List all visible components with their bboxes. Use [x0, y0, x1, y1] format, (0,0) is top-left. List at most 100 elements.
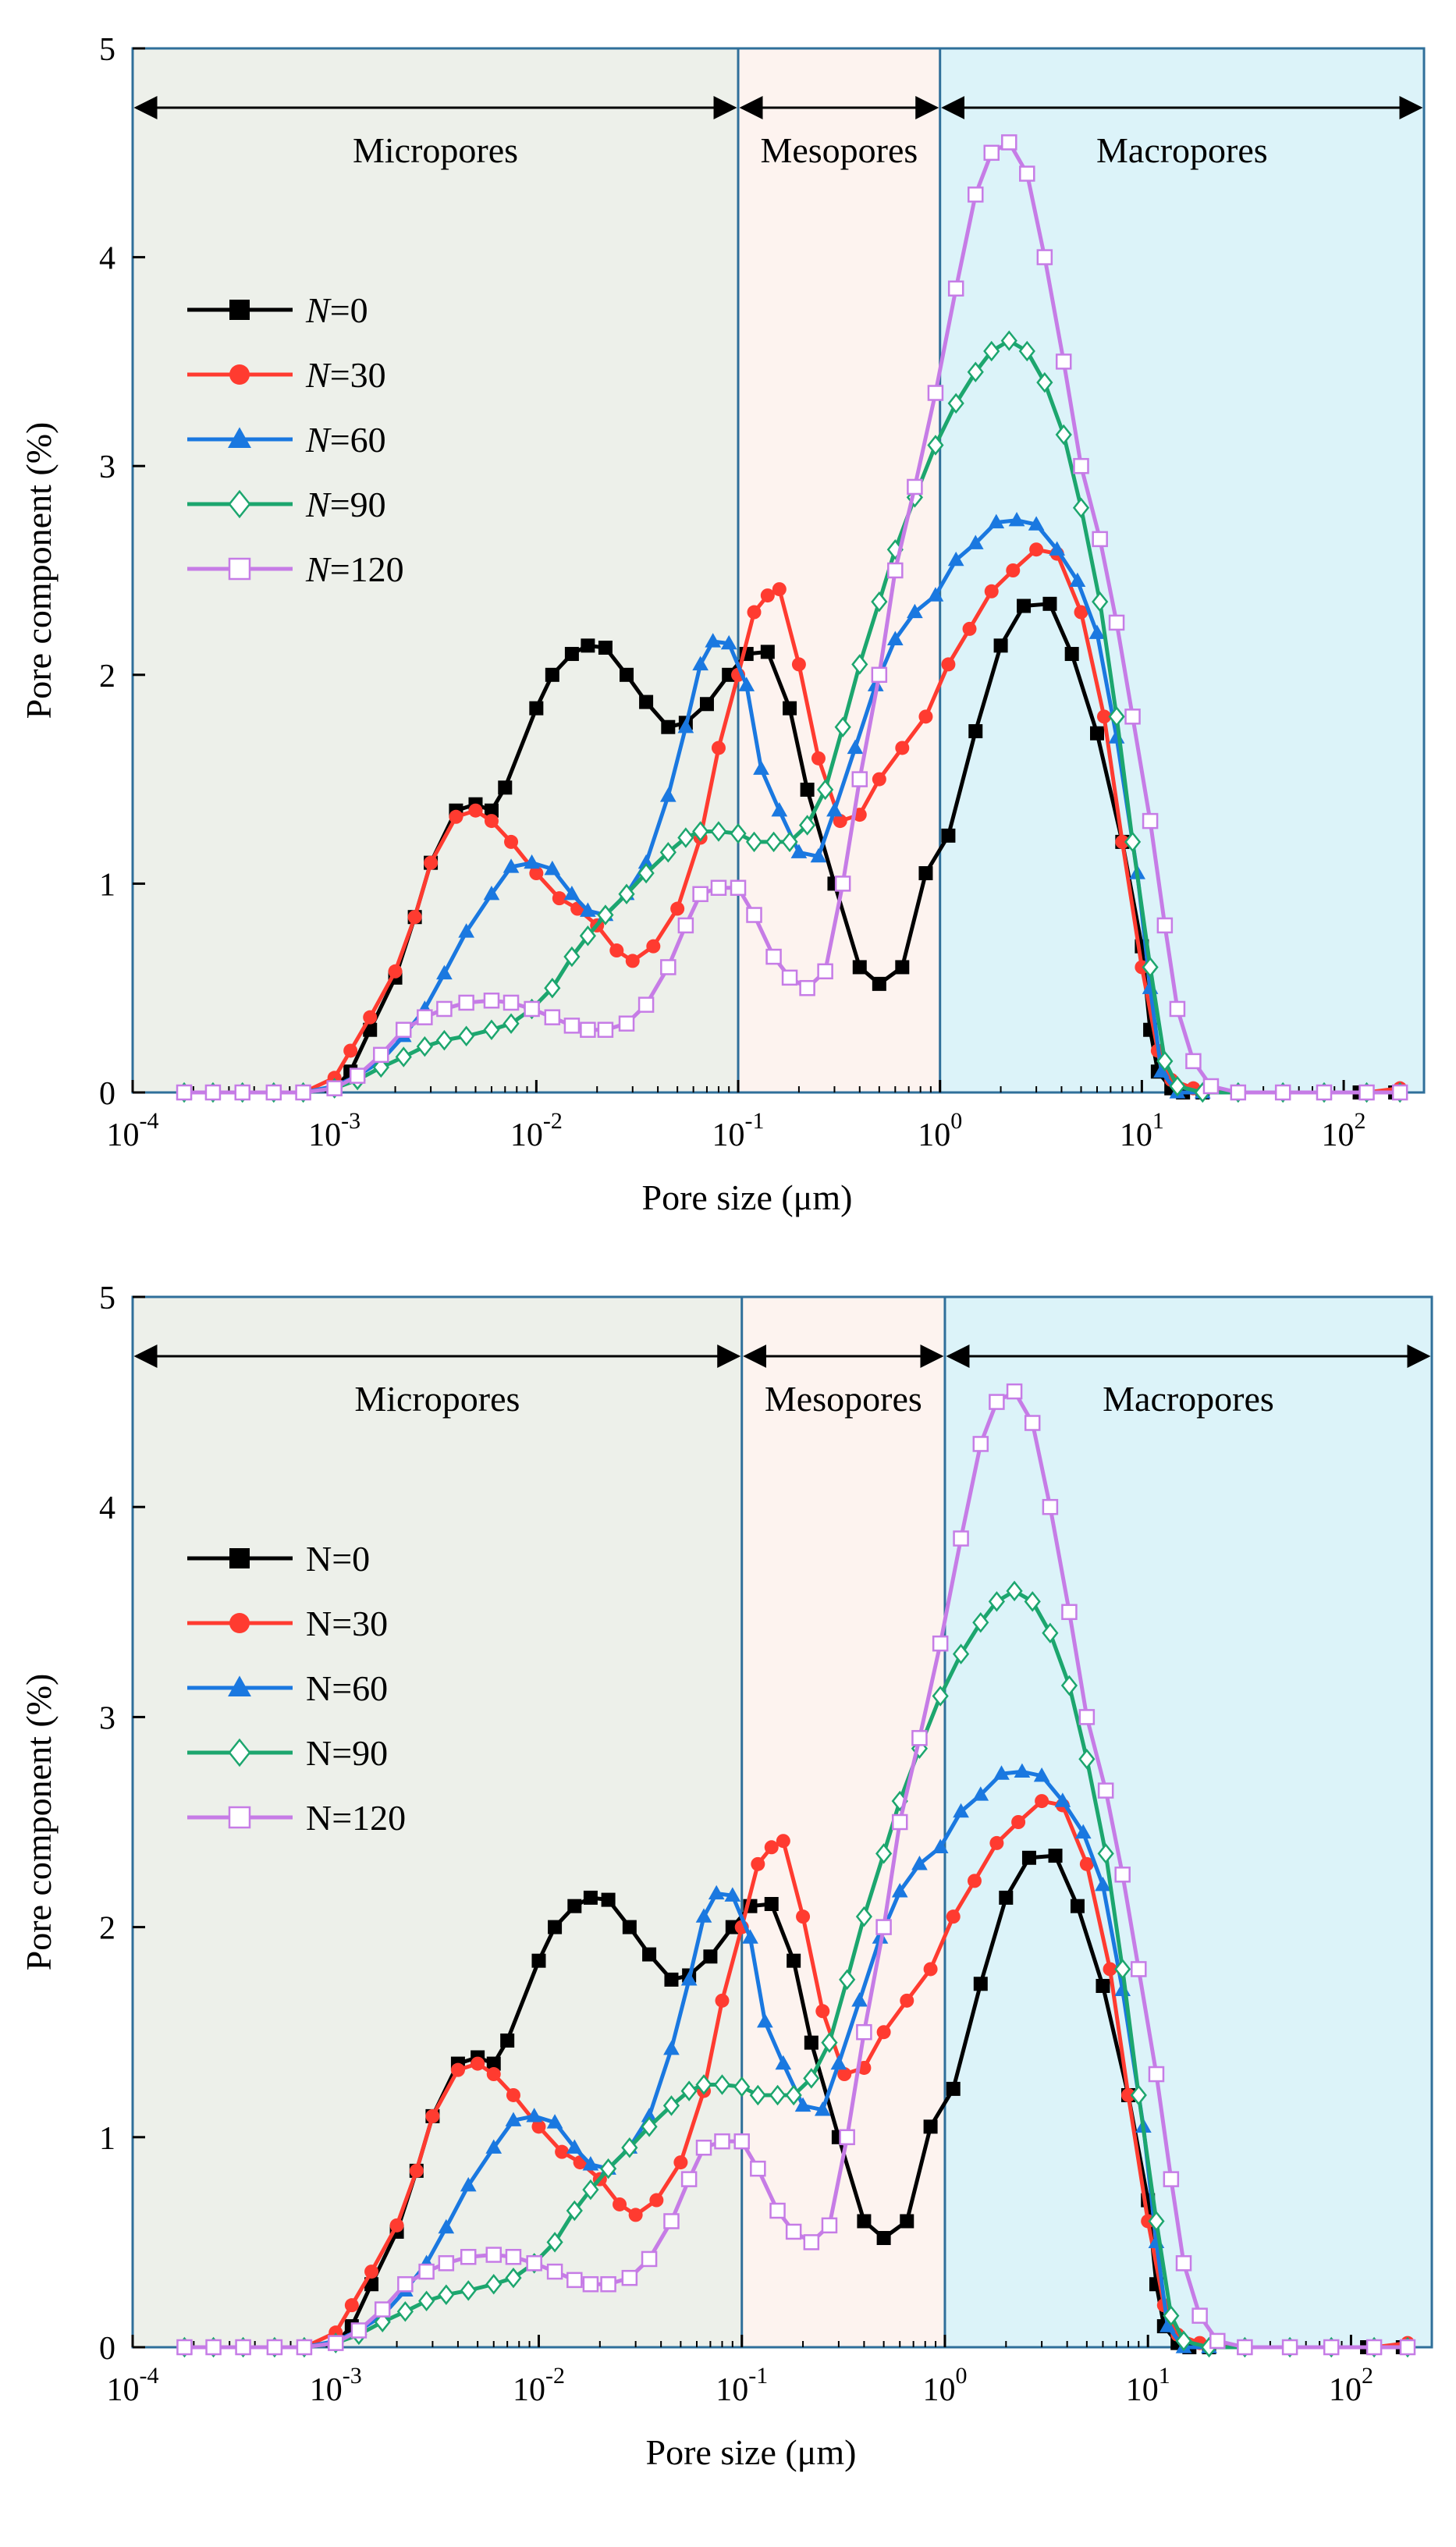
data-point	[952, 1643, 970, 1664]
data-point	[468, 803, 483, 818]
data-point	[1142, 812, 1159, 829]
data-point	[1055, 424, 1072, 446]
data-point	[983, 340, 1000, 362]
data-point	[176, 2339, 193, 2356]
data-point	[505, 2267, 522, 2289]
data-point	[471, 2056, 485, 2071]
data-point	[953, 1530, 969, 1547]
data-point	[229, 1548, 250, 1568]
data-point	[620, 667, 634, 682]
data-point	[765, 948, 782, 965]
data-point	[764, 1840, 779, 1855]
data-point	[1011, 1815, 1026, 1829]
series-line	[184, 140, 1401, 1095]
data-point	[803, 2068, 820, 2089]
y-tick-label: 5	[99, 1281, 115, 1316]
legend-label: N=120	[306, 1798, 406, 1838]
data-point	[234, 1084, 250, 1101]
region-mesopores	[738, 48, 940, 1092]
data-point	[628, 2208, 643, 2222]
data-point	[720, 634, 737, 650]
data-point	[485, 2273, 502, 2295]
data-point	[1114, 1959, 1131, 1980]
data-point	[580, 1021, 596, 1038]
data-point	[1042, 1498, 1059, 1515]
data-point	[506, 2087, 520, 2102]
data-point	[396, 1021, 412, 1038]
data-point	[927, 587, 944, 602]
data-point	[796, 1909, 811, 1924]
data-point	[947, 551, 964, 567]
data-point	[582, 2155, 599, 2171]
data-point	[887, 562, 904, 579]
data-point	[1108, 706, 1125, 727]
data-point	[1237, 2339, 1253, 2356]
data-point	[1074, 1824, 1092, 1839]
data-point	[791, 657, 806, 672]
data-point	[695, 2140, 712, 2156]
data-point	[1323, 2339, 1340, 2356]
data-point	[895, 741, 910, 755]
data-point	[871, 666, 888, 684]
data-point	[407, 910, 422, 925]
data-point	[373, 1046, 389, 1064]
data-point	[764, 1896, 779, 1911]
data-point	[424, 855, 439, 870]
data-point	[374, 2311, 391, 2332]
data-point	[989, 1394, 1005, 1410]
data-point	[1156, 1050, 1174, 1072]
data-point	[1108, 614, 1125, 631]
data-point	[983, 144, 1000, 162]
legend-item-n120: N=120	[187, 1798, 406, 1838]
data-point	[374, 2301, 391, 2318]
data-point	[1055, 353, 1072, 370]
data-point	[641, 2108, 658, 2122]
data-point	[834, 876, 851, 892]
data-point	[1130, 2084, 1147, 2106]
series-n120	[176, 134, 1408, 1101]
data-point	[907, 603, 923, 619]
x-axis-label: Pore size (μm)	[646, 2432, 857, 2472]
data-point	[524, 854, 540, 869]
region-label: Mesopores	[760, 130, 918, 170]
data-point	[1061, 1604, 1078, 1621]
data-point	[830, 2055, 847, 2070]
data-point	[235, 2339, 251, 2356]
data-point	[583, 1890, 598, 1905]
data-point	[505, 2248, 522, 2265]
legend-label: N=90	[305, 485, 386, 524]
data-point	[486, 2056, 501, 2071]
data-point	[505, 2112, 522, 2126]
legend-label: N=30	[305, 355, 386, 395]
data-point	[460, 2280, 477, 2301]
data-point	[1096, 1978, 1110, 1993]
data-point	[1202, 1078, 1220, 1095]
data-point	[395, 1046, 412, 1067]
data-point	[851, 771, 868, 787]
data-point	[692, 886, 708, 903]
data-point	[753, 760, 769, 775]
data-point	[730, 879, 747, 897]
y-axis-label: Pore component (%)	[19, 1674, 59, 1971]
data-point	[1124, 831, 1142, 853]
data-point	[1114, 1867, 1131, 1883]
data-point	[544, 1009, 561, 1025]
data-point	[582, 2275, 599, 2293]
legend-label: N=0	[305, 290, 368, 330]
data-point	[1316, 1084, 1333, 1101]
legend-label: N=60	[305, 420, 386, 460]
data-point	[1148, 2066, 1165, 2083]
data-point	[708, 1884, 725, 1900]
y-tick-label: 5	[99, 32, 115, 68]
data-point	[1078, 1748, 1096, 1770]
data-point	[817, 963, 833, 980]
data-point	[781, 831, 798, 853]
data-point	[418, 2263, 435, 2280]
data-point	[498, 780, 513, 795]
data-point	[1019, 165, 1035, 182]
data-point	[730, 822, 747, 844]
data-point	[663, 2040, 680, 2055]
legend-label: N=90	[306, 1733, 388, 1773]
data-point	[847, 739, 864, 755]
data-point	[548, 1920, 563, 1934]
